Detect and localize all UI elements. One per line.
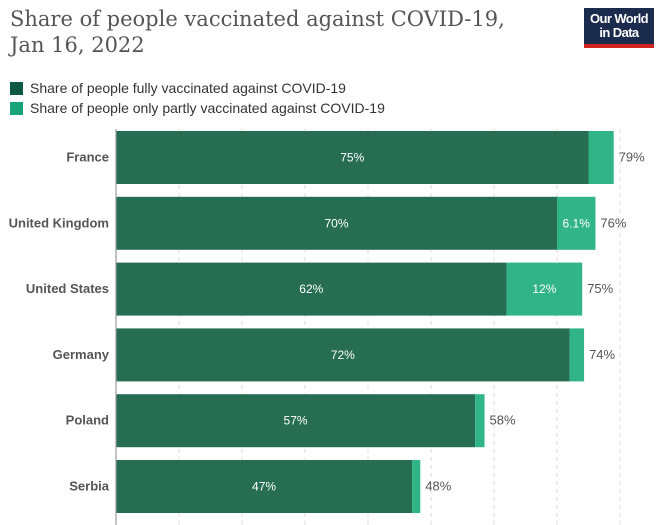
total-label: 76% — [600, 215, 626, 230]
category-label: United Kingdom — [9, 215, 109, 230]
chart-title: Share of people vaccinated against COVID… — [10, 7, 505, 57]
label-fully-vaccinated: 75% — [340, 151, 364, 165]
bar-fully-vaccinated[interactable] — [116, 196, 557, 250]
logo-line1: Our World — [590, 11, 649, 26]
bar-partly-vaccinated[interactable] — [588, 131, 614, 184]
legend-label-partial: Share of people only partly vaccinated a… — [30, 100, 385, 116]
category-label: France — [66, 150, 109, 165]
total-label: 58% — [490, 413, 516, 428]
category-label: Serbia — [69, 479, 110, 494]
bar-partly-vaccinated[interactable] — [569, 328, 585, 382]
bar-fully-vaccinated[interactable] — [116, 131, 589, 184]
legend-swatch-full — [10, 81, 23, 95]
label-partly-vaccinated: 6.1% — [563, 216, 591, 230]
owid-logo[interactable]: Our World in Data — [584, 8, 654, 48]
bar-partly-vaccinated[interactable] — [506, 262, 583, 316]
label-fully-vaccinated: 62% — [299, 282, 323, 296]
legend-item-full[interactable]: Share of people fully vaccinated against… — [10, 78, 385, 98]
bar-fully-vaccinated[interactable] — [116, 262, 507, 316]
label-fully-vaccinated: 72% — [331, 348, 355, 362]
bar-partly-vaccinated[interactable] — [475, 394, 485, 448]
label-fully-vaccinated: 47% — [252, 480, 276, 494]
total-label: 75% — [587, 281, 613, 296]
bar-partly-vaccinated[interactable] — [412, 460, 421, 513]
legend-swatch-partial — [10, 101, 23, 115]
label-fully-vaccinated: 57% — [284, 414, 308, 428]
label-fully-vaccinated: 70% — [324, 216, 348, 230]
legend-item-partial[interactable]: Share of people only partly vaccinated a… — [10, 98, 385, 118]
category-label: Poland — [66, 413, 109, 428]
category-label: Germany — [53, 347, 110, 362]
logo-red-bar — [584, 44, 654, 48]
category-label: United States — [26, 281, 109, 296]
logo-line2: in Data — [599, 25, 639, 40]
legend: Share of people fully vaccinated against… — [10, 78, 385, 118]
label-partly-vaccinated: 12% — [532, 282, 556, 296]
legend-label-full: Share of people fully vaccinated against… — [30, 80, 346, 96]
total-label: 74% — [589, 347, 615, 362]
bar-fully-vaccinated[interactable] — [116, 460, 413, 513]
total-label: 79% — [619, 150, 645, 165]
bar-fully-vaccinated[interactable] — [116, 328, 570, 382]
total-label: 48% — [425, 479, 451, 494]
bar-fully-vaccinated[interactable] — [116, 394, 476, 448]
bar-partly-vaccinated[interactable] — [557, 196, 596, 250]
